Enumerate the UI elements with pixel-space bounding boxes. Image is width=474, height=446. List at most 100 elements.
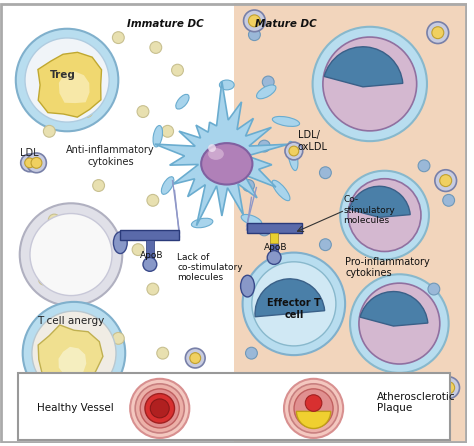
Circle shape — [30, 214, 112, 296]
Text: LDL/
oxLDL: LDL/ oxLDL — [298, 130, 328, 152]
Ellipse shape — [143, 257, 157, 271]
Circle shape — [208, 144, 216, 152]
Circle shape — [150, 399, 169, 418]
Text: T cell anergy: T cell anergy — [37, 316, 105, 326]
Wedge shape — [349, 186, 410, 217]
Circle shape — [432, 27, 444, 39]
Wedge shape — [296, 411, 331, 429]
Text: Treg: Treg — [50, 70, 76, 80]
Text: Effector T
cell: Effector T cell — [267, 298, 321, 320]
Circle shape — [289, 146, 299, 156]
Circle shape — [248, 29, 260, 41]
Circle shape — [427, 22, 449, 44]
Text: ApoB: ApoB — [140, 251, 164, 260]
Circle shape — [157, 347, 169, 359]
Circle shape — [135, 384, 184, 433]
Circle shape — [38, 273, 50, 285]
Ellipse shape — [241, 275, 255, 297]
Text: Pro-inflammatory
cytokines: Pro-inflammatory cytokines — [345, 256, 430, 278]
Circle shape — [21, 154, 38, 172]
Circle shape — [44, 125, 55, 137]
Circle shape — [289, 384, 338, 433]
Circle shape — [244, 10, 265, 32]
Circle shape — [185, 348, 205, 368]
Circle shape — [438, 377, 459, 399]
Circle shape — [150, 41, 162, 54]
Polygon shape — [38, 52, 101, 117]
Text: Healthy Vessel: Healthy Vessel — [37, 403, 114, 413]
Bar — [0, 3, 234, 443]
Circle shape — [428, 283, 440, 295]
Circle shape — [243, 180, 255, 191]
Circle shape — [319, 239, 331, 251]
Circle shape — [172, 64, 183, 76]
Ellipse shape — [176, 95, 189, 109]
Text: LDL: LDL — [20, 148, 38, 158]
Ellipse shape — [113, 232, 127, 254]
Circle shape — [262, 76, 274, 88]
Circle shape — [93, 180, 105, 191]
Circle shape — [310, 283, 321, 295]
Text: Anti-inflammatory
cytokines: Anti-inflammatory cytokines — [66, 145, 155, 167]
Circle shape — [305, 380, 327, 401]
Circle shape — [285, 142, 303, 160]
Circle shape — [258, 140, 270, 152]
Bar — [146, 240, 154, 261]
Polygon shape — [38, 325, 103, 392]
Circle shape — [145, 393, 174, 423]
Circle shape — [284, 379, 343, 438]
Polygon shape — [58, 347, 86, 377]
Bar — [246, 223, 302, 233]
Text: ApoB: ApoB — [264, 243, 288, 252]
Circle shape — [130, 379, 189, 438]
Circle shape — [25, 38, 109, 122]
Circle shape — [31, 157, 42, 168]
Circle shape — [443, 194, 455, 206]
Ellipse shape — [191, 218, 213, 228]
Polygon shape — [59, 71, 90, 103]
Ellipse shape — [272, 180, 290, 201]
Ellipse shape — [161, 177, 174, 194]
Text: Lack of
co-stimulatory
molecules: Lack of co-stimulatory molecules — [177, 252, 243, 282]
Circle shape — [418, 160, 430, 172]
Circle shape — [32, 311, 116, 395]
Circle shape — [20, 203, 122, 306]
Circle shape — [443, 382, 455, 394]
Circle shape — [348, 179, 421, 252]
Text: Co-
stimulatory
molecules: Co- stimulatory molecules — [343, 195, 395, 225]
Wedge shape — [255, 279, 325, 317]
Bar — [234, 3, 467, 443]
Circle shape — [310, 384, 321, 396]
Bar — [18, 373, 450, 440]
Wedge shape — [360, 292, 428, 326]
Circle shape — [132, 244, 144, 256]
Circle shape — [435, 170, 456, 191]
Ellipse shape — [273, 116, 300, 126]
Bar — [270, 233, 278, 243]
Ellipse shape — [288, 141, 298, 170]
Circle shape — [319, 167, 331, 179]
Circle shape — [162, 125, 173, 137]
Bar — [120, 230, 180, 240]
Bar — [270, 233, 278, 255]
Ellipse shape — [153, 125, 163, 147]
Circle shape — [359, 283, 440, 364]
Text: Atherosclerotic
Plaque: Atherosclerotic Plaque — [377, 392, 456, 413]
Text: Immature DC: Immature DC — [128, 19, 204, 29]
Circle shape — [440, 175, 452, 186]
Ellipse shape — [241, 215, 262, 226]
Ellipse shape — [256, 85, 276, 99]
Ellipse shape — [201, 143, 253, 185]
Ellipse shape — [267, 251, 281, 264]
Circle shape — [137, 106, 149, 117]
Circle shape — [248, 15, 260, 27]
Circle shape — [340, 171, 429, 260]
Circle shape — [38, 387, 50, 399]
Circle shape — [147, 283, 159, 295]
Circle shape — [305, 395, 322, 411]
Ellipse shape — [208, 148, 224, 160]
Polygon shape — [155, 81, 289, 226]
Text: Mature DC: Mature DC — [255, 19, 317, 29]
Circle shape — [147, 194, 159, 206]
Circle shape — [88, 390, 100, 401]
